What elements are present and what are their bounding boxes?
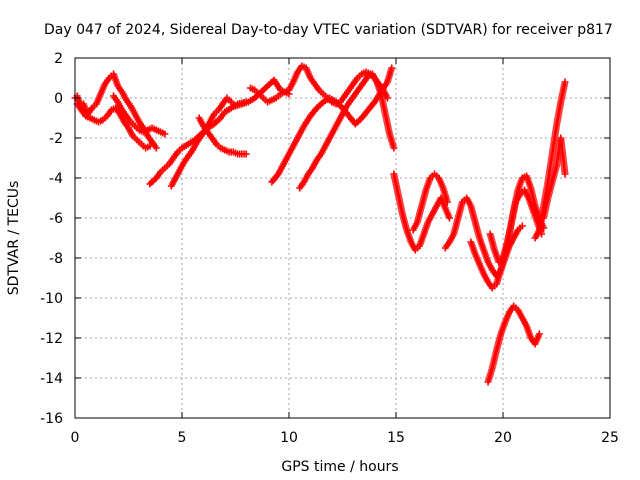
- plot-frame: [74, 57, 611, 419]
- y-axis-label: SDTVAR / TECUs: [6, 181, 22, 296]
- y-tick-label: -6: [49, 211, 63, 227]
- y-tick-label: 0: [54, 91, 63, 107]
- series-arc-10: [390, 170, 453, 254]
- series-arc-11: [409, 170, 451, 234]
- x-tick-label: 20: [494, 430, 512, 446]
- series-arc-3: [110, 92, 169, 138]
- y-tick-label: -2: [49, 131, 63, 147]
- data-point: [390, 144, 398, 152]
- y-tick-label: -14: [40, 371, 63, 387]
- x-tick-label: 5: [178, 430, 187, 446]
- x-tick-label: 10: [280, 430, 298, 446]
- chart-title: Day 047 of 2024, Sidereal Day-to-day VTE…: [44, 22, 613, 38]
- data-point: [388, 64, 396, 72]
- series-arc-5: [167, 76, 293, 190]
- data-point: [518, 222, 526, 230]
- data-point: [161, 130, 169, 138]
- series-arc-14: [484, 302, 543, 386]
- data-point: [242, 150, 250, 158]
- series-arc-16: [531, 78, 569, 242]
- y-axis-ticks: -16 -14 -12 -10 -8 -6 -4 -2 0 2: [40, 51, 610, 427]
- series-arc-17: [540, 134, 569, 222]
- x-tick-label: 15: [387, 430, 405, 446]
- y-tick-label: -12: [40, 331, 63, 347]
- data-point: [561, 170, 569, 178]
- data-point: [152, 144, 160, 152]
- x-axis-label: GPS time / hours: [281, 459, 398, 475]
- y-tick-label: -16: [40, 411, 63, 427]
- data-point: [535, 330, 543, 338]
- x-tick-label: 0: [71, 430, 80, 446]
- y-tick-label: -8: [49, 251, 63, 267]
- data-point: [443, 198, 451, 206]
- y-tick-label: -4: [49, 171, 63, 187]
- data-point: [446, 214, 453, 222]
- data-point: [146, 142, 154, 150]
- x-tick-label: 25: [601, 430, 619, 446]
- data-point: [561, 78, 569, 86]
- series-arc-9: [296, 70, 398, 192]
- y-tick-label: -10: [40, 291, 63, 307]
- series-arc-15: [486, 186, 546, 266]
- series-arc-6: [195, 114, 250, 158]
- x-axis-ticks: 0 5 10 15 20 25: [71, 58, 619, 446]
- y-tick-label: 2: [54, 51, 63, 67]
- data-marks: [71, 62, 569, 386]
